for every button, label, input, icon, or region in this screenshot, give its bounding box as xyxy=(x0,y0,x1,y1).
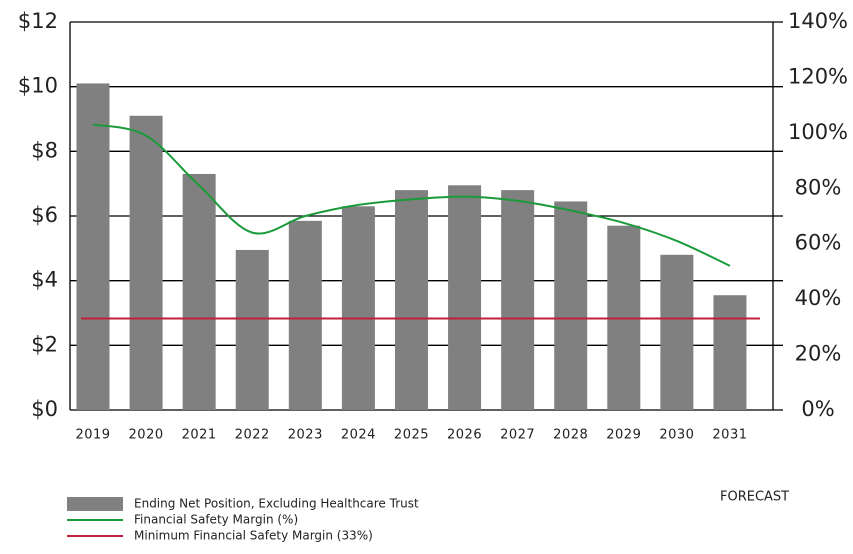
bar xyxy=(713,295,747,410)
x-tick-label: 2025 xyxy=(394,428,429,443)
bar xyxy=(288,220,322,410)
y2-tick-label: 0% xyxy=(801,397,834,421)
bar xyxy=(448,185,482,410)
bar xyxy=(554,201,588,410)
x-tick-label: 2022 xyxy=(235,428,270,443)
bar xyxy=(660,254,694,410)
y2-tick-label: 120% xyxy=(788,64,848,88)
bar xyxy=(129,115,163,411)
legend-label: Financial Safety Margin (%) xyxy=(134,513,298,527)
x-tick-label: 2028 xyxy=(553,428,588,443)
y-tick-label: $12 xyxy=(18,9,58,33)
bar xyxy=(394,190,428,410)
forecast-label: FORECAST xyxy=(720,490,789,505)
y-tick-label: $0 xyxy=(31,397,58,421)
y-tick-label: $2 xyxy=(31,332,58,356)
x-tick-label: 2020 xyxy=(129,428,164,443)
x-tick-label: 2024 xyxy=(341,428,376,443)
y-tick-label: $10 xyxy=(18,74,58,98)
x-tick-label: 2023 xyxy=(288,428,323,443)
x-tick-label: 2019 xyxy=(75,428,110,443)
y2-tick-label: 80% xyxy=(795,175,842,199)
bar xyxy=(235,249,269,410)
y2-tick-label: 20% xyxy=(795,342,842,366)
legend-label: Ending Net Position, Excluding Healthcar… xyxy=(134,497,419,511)
x-tick-label: 2029 xyxy=(606,428,641,443)
series-line xyxy=(92,123,731,267)
y-tick-label: $8 xyxy=(31,138,58,162)
bar xyxy=(501,190,535,410)
x-tick-label: 2030 xyxy=(659,428,694,443)
y2-tick-label: 140% xyxy=(788,9,848,33)
y-tick-label: $4 xyxy=(31,268,58,292)
legend-swatch xyxy=(67,497,123,511)
x-tick-label: 2021 xyxy=(182,428,217,443)
y2-tick-label: 40% xyxy=(795,286,842,310)
bar xyxy=(182,173,216,410)
x-tick-label: 2027 xyxy=(500,428,535,443)
legend-label: Minimum Financial Safety Margin (33%) xyxy=(134,529,373,543)
y-tick-label: $6 xyxy=(31,203,58,227)
y2-tick-label: 100% xyxy=(788,120,848,144)
bar xyxy=(341,206,375,410)
x-tick-label: 2026 xyxy=(447,428,482,443)
x-tick-label: 2031 xyxy=(712,428,747,443)
bar xyxy=(76,83,110,410)
y2-tick-label: 60% xyxy=(795,231,842,255)
